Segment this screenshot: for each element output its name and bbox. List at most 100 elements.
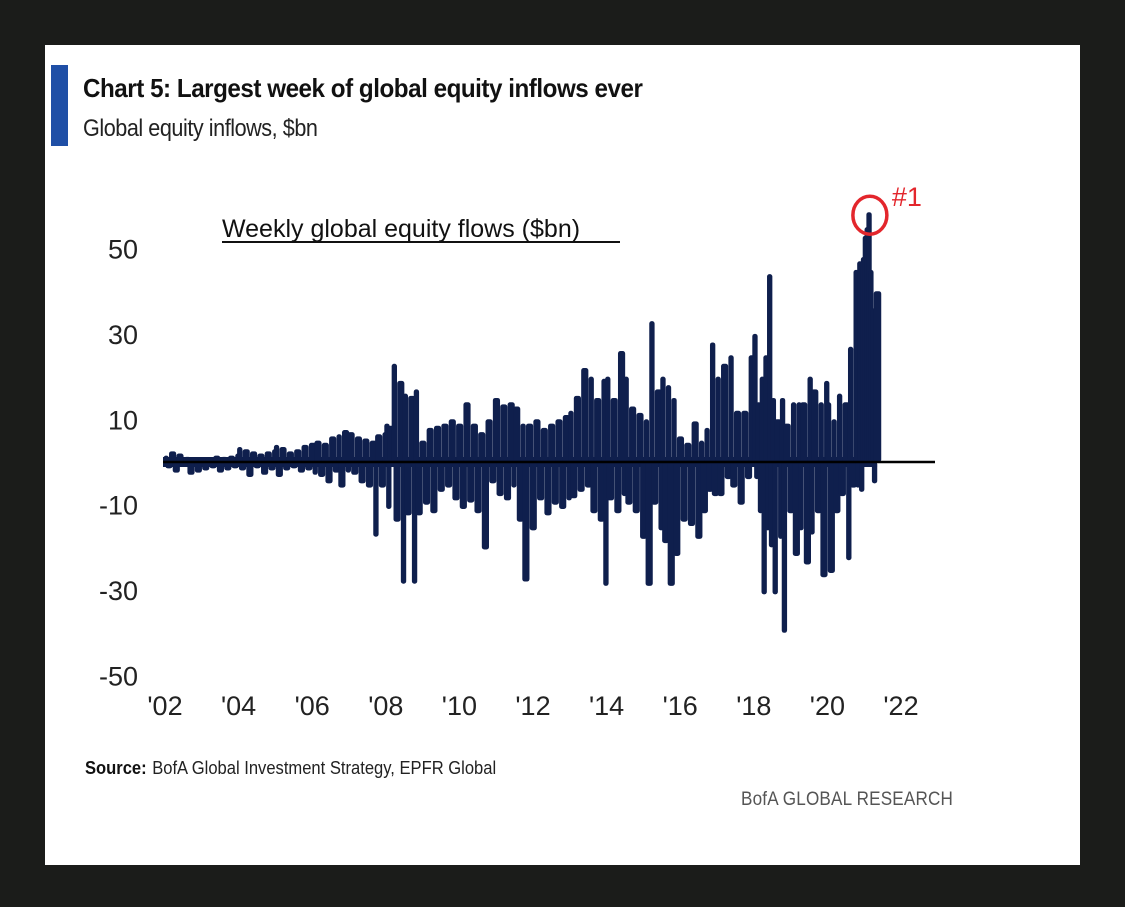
flow-bar (279, 447, 287, 462)
flow-bar (548, 423, 556, 462)
flow-bar (871, 462, 878, 484)
flow-bar (632, 462, 640, 514)
flow-bar (680, 462, 688, 522)
flow-bar (838, 462, 846, 497)
flow-bar (375, 434, 383, 462)
flow-bar (305, 462, 313, 471)
flow-bar (825, 402, 832, 462)
flow-bar (257, 453, 265, 462)
flow-bar (261, 462, 269, 475)
flow-bar (516, 462, 524, 522)
flow-bar (555, 419, 563, 462)
flow-bar (312, 462, 318, 475)
flow-bar (625, 462, 633, 505)
flow-bar (467, 462, 475, 503)
flow-bar (273, 444, 280, 462)
flow-bar (873, 291, 882, 462)
flow-bar (430, 462, 438, 514)
flow-bar (684, 442, 692, 462)
flow-bar (665, 385, 672, 462)
flow-bar (711, 462, 719, 497)
flow-bar (792, 462, 800, 556)
x-tick-label: '20 (810, 691, 845, 721)
source-note: Source: BofA Global Investment Strategy, … (85, 758, 496, 779)
flow-bar (290, 462, 298, 469)
flow-bar (649, 321, 655, 462)
flow-bar (590, 462, 598, 514)
flow-bar (441, 423, 449, 462)
flow-bar (562, 415, 570, 462)
flow-bar (237, 447, 243, 462)
flow-bar (573, 395, 581, 462)
source-text: BofA Global Investment Strategy, EPFR Gl… (152, 758, 497, 778)
bars-group (163, 212, 882, 633)
flow-bar (492, 397, 501, 462)
flow-bar (213, 455, 221, 462)
flow-bar (654, 389, 662, 462)
flow-bar (325, 462, 333, 484)
flow-bar (294, 449, 302, 462)
x-tick-label: '16 (663, 691, 698, 721)
flow-bar (559, 462, 567, 509)
flow-bar (286, 451, 294, 462)
chart-card: Chart 5: Largest week of global equity i… (45, 45, 1080, 865)
flow-bar (733, 410, 742, 462)
flow-bar (614, 462, 622, 514)
flow-bar (393, 462, 401, 522)
flow-bar (814, 462, 823, 514)
flow-bar (503, 462, 512, 501)
y-tick-label: -30 (99, 576, 138, 606)
flow-bar (231, 462, 239, 469)
flow-bar (419, 440, 427, 462)
flow-bar (422, 462, 431, 505)
flow-bar (224, 462, 232, 471)
flow-bar (445, 462, 453, 488)
flow-bar (321, 442, 329, 462)
flow-bar (667, 462, 675, 586)
flow-bar (584, 462, 593, 488)
flow-bar (268, 462, 276, 471)
flow-bar (163, 455, 169, 462)
flow-bar (183, 456, 191, 462)
x-tick-label: '06 (295, 691, 330, 721)
flow-bar (847, 346, 854, 462)
flow-bar (581, 368, 589, 462)
flow-bar (744, 462, 753, 480)
flow-bar (623, 376, 629, 462)
flow-bar (496, 462, 504, 497)
x-tick-label: '04 (221, 691, 256, 721)
x-tick-label: '02 (147, 691, 182, 721)
annotation-group: #1 (851, 182, 922, 236)
flow-bar (741, 410, 749, 462)
flow-bar (187, 462, 195, 475)
x-tick-label: '10 (442, 691, 477, 721)
flow-bar (470, 423, 478, 462)
flow-bar (643, 419, 650, 462)
flow-bar (787, 462, 795, 514)
flow-bar (629, 406, 637, 462)
flow-bar (318, 462, 326, 477)
flow-bar (216, 462, 225, 473)
flow-bar (397, 380, 405, 462)
flow-bar (588, 376, 594, 462)
flow-bar (704, 427, 710, 462)
flow-bar (489, 462, 497, 484)
x-tick-label: '22 (883, 691, 918, 721)
flow-bar (351, 462, 359, 475)
flow-bar (354, 436, 363, 462)
y-tick-label: -10 (99, 491, 138, 521)
x-tick-label: '18 (736, 691, 771, 721)
flow-bar (373, 462, 379, 537)
flow-bar (724, 462, 732, 480)
x-tick-label: '12 (515, 691, 550, 721)
flow-bar (660, 376, 666, 462)
flow-bar (194, 462, 202, 473)
flow-bar (176, 453, 184, 462)
chart-title: Chart 5: Largest week of global equity i… (83, 73, 643, 103)
flow-bar (249, 451, 258, 462)
flow-bar (426, 427, 434, 462)
flow-bar (238, 462, 247, 471)
source-label: Source: (85, 758, 147, 778)
flow-bar (169, 451, 177, 462)
flow-bar (836, 393, 843, 462)
